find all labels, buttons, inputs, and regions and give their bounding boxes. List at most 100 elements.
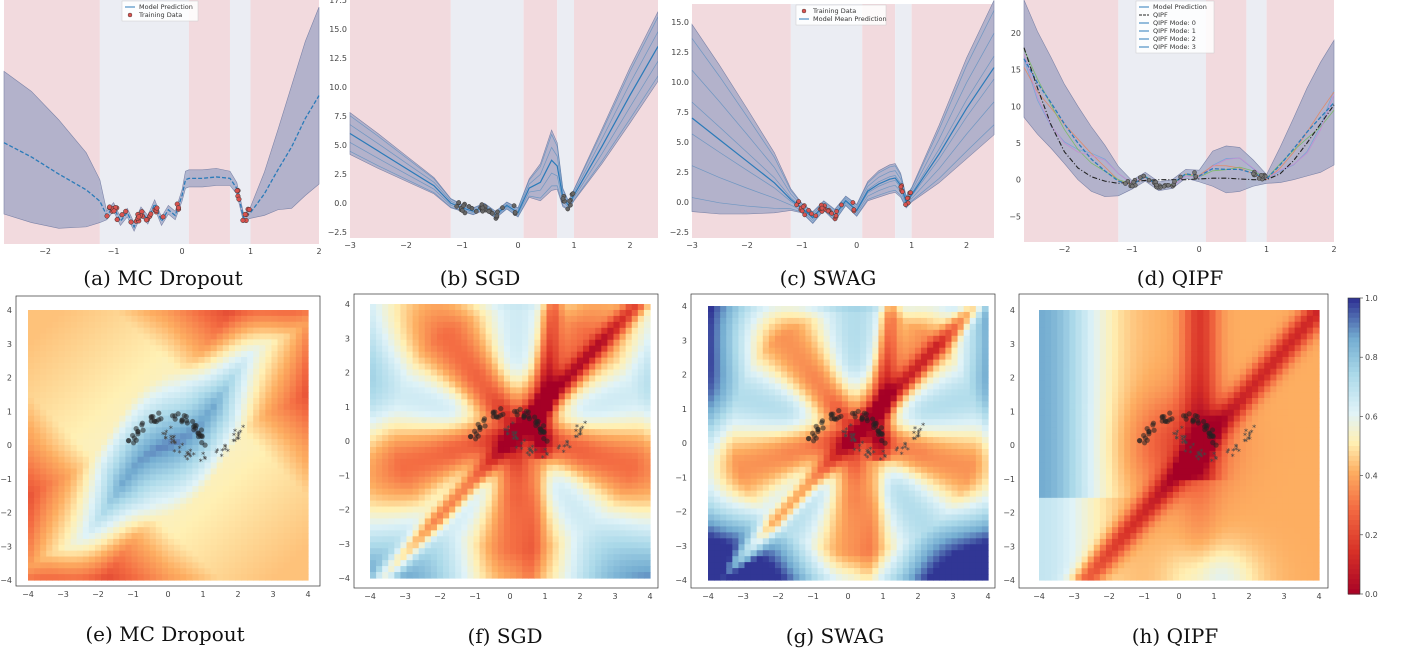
heatmap-cell	[253, 362, 260, 370]
heatmap-cell	[637, 572, 645, 579]
heatmap-cell	[479, 488, 487, 496]
heatmap-cell	[510, 464, 517, 472]
heatmap-cell	[174, 374, 181, 382]
heatmap-cell	[113, 480, 120, 487]
heatmap-cell	[58, 550, 66, 558]
heatmap-cell	[485, 494, 493, 502]
heatmap-cell	[534, 530, 542, 537]
heatmap-cell	[625, 387, 633, 394]
heatmap-cell	[40, 351, 47, 358]
heatmap-cell	[595, 512, 602, 520]
heatmap-cell	[113, 333, 120, 340]
heatmap-cell	[168, 538, 175, 546]
heatmap-cell	[479, 315, 487, 323]
heatmap-cell	[247, 527, 254, 534]
heatmap-cell	[277, 433, 285, 440]
heatmap-cell	[546, 429, 554, 436]
heatmap-cell	[436, 506, 444, 514]
class-1-point: *	[188, 453, 192, 462]
heatmap-cell	[131, 374, 139, 382]
heatmap-cell	[467, 482, 475, 490]
heatmap-cell	[301, 351, 309, 358]
heatmap-cell	[107, 356, 114, 364]
heatmap-cell	[631, 363, 639, 371]
heatmap-cell	[289, 568, 297, 575]
heatmap-cell	[234, 380, 242, 387]
heatmap-cell	[601, 387, 608, 394]
heatmap-cell	[143, 486, 151, 493]
heatmap-cell	[497, 399, 505, 406]
heatmap-cell	[34, 421, 41, 428]
heatmap-cell	[443, 548, 450, 555]
heatmap-cell	[46, 374, 53, 382]
heatmap-cell	[455, 446, 462, 454]
heatmap-cell	[528, 304, 535, 311]
heatmap-cell	[534, 512, 542, 520]
heatmap-cell	[412, 327, 420, 335]
heatmap-cell	[589, 512, 596, 520]
heatmap-cell	[708, 323, 715, 331]
heatmap-cell	[295, 351, 303, 358]
heatmap-cell	[589, 405, 596, 412]
heatmap-cell	[82, 345, 90, 352]
heatmap-cell	[113, 327, 120, 335]
heatmap-cell	[247, 544, 254, 552]
heatmap-cell	[479, 435, 487, 442]
heatmap-cell	[510, 411, 517, 418]
heatmap-cell	[204, 374, 212, 382]
heatmap-cell	[510, 304, 517, 311]
heatmap-cell	[204, 345, 212, 352]
heatmap-cell	[64, 351, 72, 358]
heatmap-cell	[180, 468, 187, 475]
heatmap-cell	[491, 333, 499, 341]
heatmap-cell	[546, 470, 554, 478]
heatmap-cell	[155, 351, 163, 358]
heatmap-cell	[253, 515, 260, 522]
class-1-point: *	[188, 452, 192, 461]
heatmap-cell	[412, 417, 420, 424]
heatmap-cell	[180, 345, 187, 352]
heatmap-cell	[143, 521, 151, 528]
heatmap-cell	[443, 309, 450, 317]
heatmap-cell	[546, 446, 554, 454]
heatmap-cell	[528, 423, 535, 430]
heatmap-cell	[271, 445, 279, 452]
heatmap-cell	[301, 544, 309, 552]
heatmap-cell	[113, 462, 120, 470]
heatmap-cell	[430, 494, 438, 502]
heatmap-cell	[265, 421, 273, 428]
heatmap-cell	[461, 494, 468, 502]
heatmap-cell	[576, 530, 584, 537]
class-1-point: *	[522, 438, 526, 447]
heatmap-cell	[412, 333, 420, 341]
heatmap-cell	[522, 446, 529, 454]
heatmap-cell	[174, 462, 181, 470]
heatmap-cell	[491, 345, 499, 353]
heatmap-cell	[714, 448, 721, 456]
heatmap-cell	[601, 375, 608, 383]
heatmap-cell	[643, 309, 651, 317]
heatmap-cell	[570, 542, 578, 549]
heatmap-cell	[607, 417, 615, 424]
heatmap-cell	[467, 321, 475, 329]
heatmap-cell	[94, 527, 102, 534]
heatmap-cell	[607, 560, 615, 567]
heatmap-cell	[467, 369, 475, 377]
class-1-point: *	[173, 439, 177, 448]
heatmap-cell	[70, 503, 78, 511]
heatmap-cell	[388, 309, 395, 317]
heatmap-cell	[192, 556, 200, 563]
heatmap-cell	[155, 403, 163, 411]
heatmap-cell	[76, 321, 84, 329]
heatmap-cell	[40, 433, 47, 440]
heatmap-cell	[241, 310, 248, 317]
heatmap-cell	[540, 405, 548, 412]
heatmap-cell	[82, 486, 90, 493]
training-point	[236, 196, 242, 202]
heatmap-cell	[619, 369, 627, 377]
heatmap-cell	[503, 530, 511, 537]
training-point	[560, 196, 566, 202]
heatmap-cell	[370, 548, 377, 555]
heatmap-cell	[546, 321, 554, 329]
heatmap-cell	[192, 468, 200, 475]
